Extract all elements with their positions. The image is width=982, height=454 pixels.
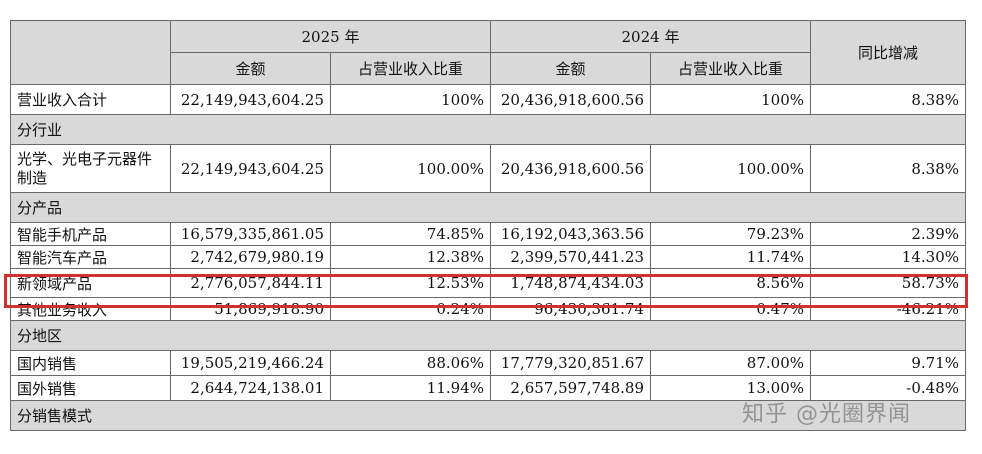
share-2025-cell: 100% (330, 84, 491, 115)
highlight-box (4, 274, 968, 308)
table-row: 营业收入合计 22,149,943,604.25 100% 20,436,918,60… (10, 84, 966, 115)
amount-2024-cell: 17,779,320,851.67 (490, 350, 651, 376)
yoy-cell: 2.39% (810, 222, 966, 246)
row-label: 营业收入合计 (10, 84, 171, 115)
amount-2024-cell: 20,436,918,600.56 (490, 84, 651, 115)
share-2024-cell: 100% (650, 84, 811, 115)
yoy-cell: 9.71% (810, 350, 966, 376)
row-label: 智能手机产品 (10, 222, 171, 246)
share-2024-cell: 0.47% (650, 297, 811, 321)
table-row: 光学、光电子元器件制造 22,149,943,604.25 100.00% 20,43… (10, 144, 966, 193)
table-row: 新领域产品 2,776,057,844.11 12.53% 1,748,874,434… (10, 268, 966, 298)
section-label: 分行业 (10, 114, 966, 145)
section-row: 分地区 (10, 320, 966, 351)
share-2025-cell: 12.38% (330, 245, 491, 269)
share-2025-cell: 74.85% (330, 222, 491, 246)
amount-2024-cell: 16,192,043,363.56 (490, 222, 651, 246)
row-label: 国内销售 (10, 350, 171, 376)
table-row: 智能汽车产品 2,742,679,980.19 12.38% 2,399,570,44… (10, 245, 966, 269)
row-label: 国外销售 (10, 375, 171, 401)
row-label: 新领域产品 (10, 268, 171, 298)
revenue-table: 2025 年 2024 年 同比增减 金额 占营业收入比重 金额 占营业收入比重… (10, 20, 966, 431)
amount-2025-cell: 2,742,679,980.19 (170, 245, 331, 269)
share-2024-cell: 13.00% (650, 375, 811, 401)
watermark: 知乎 @光圈界闻 (742, 402, 911, 427)
amount-2025-cell: 51,869,918.90 (170, 297, 331, 321)
section-label: 分产品 (10, 192, 966, 223)
section-label: 分地区 (10, 320, 966, 351)
yoy-cell: 8.38% (810, 84, 966, 115)
share-2025-cell: 100.00% (330, 144, 491, 193)
amount-2024-cell: 96,430,361.74 (490, 297, 651, 321)
section-row: 分销售模式 (10, 400, 966, 431)
table-row: 智能手机产品 16,579,335,861.05 74.85% 16,192,043,… (10, 222, 966, 246)
section-row: 分产品 (10, 192, 966, 223)
amount-2024-header: 金额 (490, 52, 651, 85)
yoy-cell: -46.21% (810, 297, 966, 321)
row-label: 光学、光电子元器件制造 (10, 144, 171, 193)
share-2024-cell: 11.74% (650, 245, 811, 269)
table-body: 营业收入合计 22,149,943,604.25 100% 20,436,918,60… (10, 84, 966, 431)
amount-2024-cell: 1,748,874,434.03 (490, 268, 651, 298)
yoy-cell: 14.30% (810, 245, 966, 269)
yoy-header: 同比增减 (810, 20, 966, 85)
share-2024-cell: 100.00% (650, 144, 811, 193)
row-label: 智能汽车产品 (10, 245, 171, 269)
share-2025-header: 占营业收入比重 (330, 52, 491, 85)
yoy-cell: 8.38% (810, 144, 966, 193)
section-label: 分销售模式 (10, 400, 966, 431)
table-row: 国内销售 19,505,219,466.24 88.06% 17,779,320,85… (10, 350, 966, 376)
amount-2025-cell: 2,644,724,138.01 (170, 375, 331, 401)
year-2025-header: 2025 年 (170, 20, 491, 53)
amount-2025-cell: 16,579,335,861.05 (170, 222, 331, 246)
amount-2024-cell: 20,436,918,600.56 (490, 144, 651, 193)
share-2024-header: 占营业收入比重 (650, 52, 811, 85)
corner-cell (10, 20, 171, 85)
share-2024-cell: 79.23% (650, 222, 811, 246)
share-2025-cell: 88.06% (330, 350, 491, 376)
section-row: 分行业 (10, 114, 966, 145)
amount-2024-cell: 2,657,597,748.89 (490, 375, 651, 401)
share-2025-cell: 0.24% (330, 297, 491, 321)
year-2024-header: 2024 年 (490, 20, 811, 53)
amount-2025-cell: 19,505,219,466.24 (170, 350, 331, 376)
share-2025-cell: 11.94% (330, 375, 491, 401)
amount-2025-cell: 22,149,943,604.25 (170, 84, 331, 115)
amount-2025-cell: 2,776,057,844.11 (170, 268, 331, 298)
amount-2025-header: 金额 (170, 52, 331, 85)
share-2024-cell: 87.00% (650, 350, 811, 376)
amount-2025-cell: 22,149,943,604.25 (170, 144, 331, 193)
table-row: 国外销售 2,644,724,138.01 11.94% 2,657,597,748.… (10, 375, 966, 401)
amount-2024-cell: 2,399,570,441.23 (490, 245, 651, 269)
